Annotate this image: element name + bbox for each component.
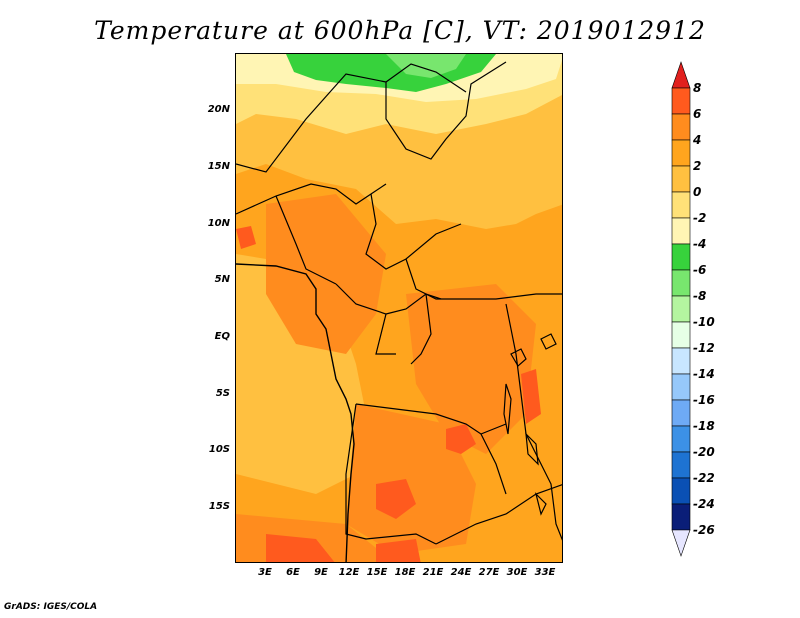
- colorbar-segment: [671, 503, 691, 531]
- colorbar-segment: [671, 373, 691, 401]
- lat-label-10n: 10N: [207, 218, 230, 229]
- colorbar-arrow-top: [671, 61, 691, 89]
- field-band-6-8-a: [446, 424, 476, 454]
- field-band-6-8-e: [521, 369, 541, 424]
- colorbar-label-m20: -20: [693, 445, 715, 459]
- lon-label-9e: 9E: [314, 567, 328, 578]
- temperature-field: [236, 54, 562, 562]
- colorbar-label-m4: -4: [693, 237, 707, 251]
- lon-label-6e: 6E: [286, 567, 300, 578]
- colorbar-label-8: 8: [693, 81, 702, 95]
- colorbar-label-m16: -16: [693, 393, 715, 407]
- colorbar-segment: [671, 165, 691, 193]
- lat-label-eq: EQ: [214, 331, 230, 342]
- colorbar-segment: [671, 399, 691, 427]
- colorbar-segment: [671, 87, 691, 115]
- credit-text: GrADS: IGES/COLA: [4, 602, 98, 612]
- lat-label-10s: 10S: [208, 444, 230, 455]
- colorbar-label-m14: -14: [693, 367, 715, 381]
- field-band-m8-m6: [386, 54, 466, 78]
- lat-label-15s: 15S: [208, 501, 230, 512]
- colorbar-label-m8: -8: [693, 289, 707, 303]
- colorbar-label-m26: -26: [693, 523, 715, 537]
- colorbar-label-2: 2: [693, 159, 702, 173]
- lat-label-15n: 15N: [207, 161, 230, 172]
- lon-label-24e: 24E: [450, 567, 472, 578]
- field-band-4-6-north: [266, 194, 386, 354]
- colorbar: [671, 61, 691, 557]
- colorbar-segment: [671, 269, 691, 297]
- colorbar-label-6: 6: [693, 107, 702, 121]
- field-band-6-8-b: [376, 479, 416, 519]
- colorbar-segment: [671, 477, 691, 505]
- colorbar-segment: [671, 113, 691, 141]
- field-band-6-8-d: [376, 539, 421, 562]
- lakes: [503, 333, 557, 516]
- colorbar-segment: [671, 347, 691, 375]
- lon-label-33e: 33E: [534, 567, 556, 578]
- colorbar-label-m2: -2: [693, 211, 707, 225]
- lat-label-5n: 5N: [214, 274, 230, 285]
- lon-label-3e: 3E: [258, 567, 272, 578]
- colorbar-segment: [671, 425, 691, 453]
- field-band-6-8-c: [266, 534, 335, 562]
- colorbar-arrow-bottom: [671, 529, 691, 557]
- lon-label-27e: 27E: [478, 567, 500, 578]
- lon-label-15e: 15E: [366, 567, 388, 578]
- map-panel: [235, 53, 563, 563]
- map-title: Temperature at 600hPa [C], VT: 201901291…: [94, 16, 706, 45]
- lon-label-21e: 21E: [422, 567, 444, 578]
- colorbar-label-m22: -22: [693, 471, 715, 485]
- colorbar-label-4: 4: [693, 133, 702, 147]
- lon-label-12e: 12E: [338, 567, 360, 578]
- colorbar-label-m10: -10: [693, 315, 715, 329]
- colorbar-segment: [671, 451, 691, 479]
- colorbar-segment: [671, 295, 691, 323]
- lat-label-5s: 5S: [215, 388, 230, 399]
- lat-label-20n: 20N: [207, 104, 230, 115]
- colorbar-segment: [671, 139, 691, 167]
- colorbar-label-0: 0: [693, 185, 702, 199]
- colorbar-label-m24: -24: [693, 497, 715, 511]
- colorbar-label-m12: -12: [693, 341, 715, 355]
- field-band-4-6-centre: [406, 284, 536, 454]
- field-band-4-6-south: [346, 404, 476, 554]
- field-band-6-8-f: [236, 226, 256, 249]
- colorbar-segment: [671, 321, 691, 349]
- colorbar-segment: [671, 191, 691, 219]
- colorbar-segment: [671, 243, 691, 271]
- colorbar-label-m18: -18: [693, 419, 715, 433]
- lon-label-18e: 18E: [394, 567, 416, 578]
- lon-label-30e: 30E: [506, 567, 528, 578]
- colorbar-segment: [671, 217, 691, 245]
- colorbar-label-m6: -6: [693, 263, 707, 277]
- coastline: [236, 263, 355, 562]
- country-borders: [236, 61, 562, 545]
